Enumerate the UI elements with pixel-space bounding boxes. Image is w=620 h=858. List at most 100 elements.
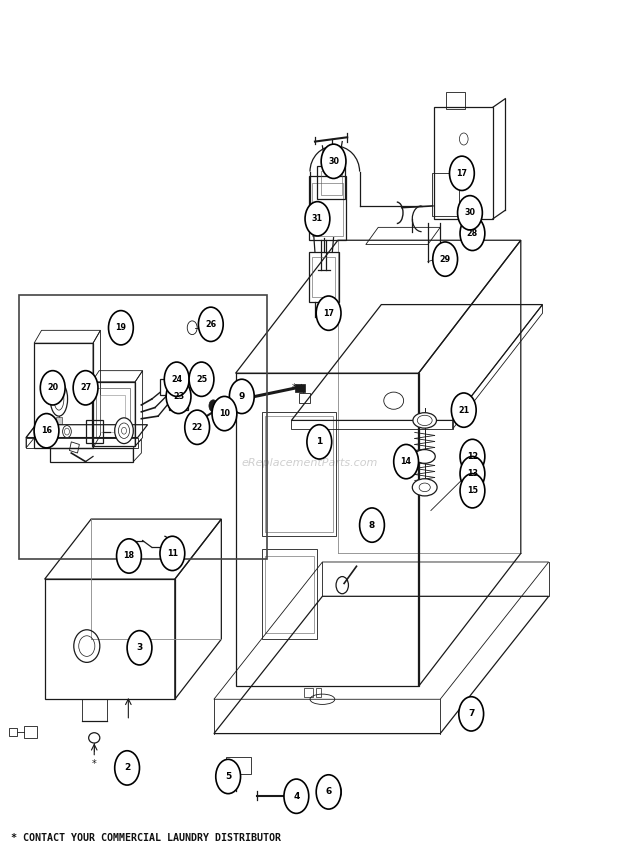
Circle shape [216,759,241,794]
Text: 4: 4 [293,792,299,801]
Text: 6: 6 [326,788,332,796]
Circle shape [127,631,152,665]
Bar [100,395,125,432]
Circle shape [305,202,330,236]
Text: *: * [292,383,297,393]
Bar [160,379,174,395]
Circle shape [459,697,484,731]
Circle shape [460,456,485,491]
Circle shape [185,410,210,444]
Circle shape [316,296,341,330]
Bar [434,107,493,219]
Bar [309,252,339,302]
Bar [312,257,335,297]
Text: 11: 11 [167,549,178,558]
Circle shape [212,396,237,431]
Text: 31: 31 [312,214,323,223]
Bar [316,688,321,697]
Circle shape [458,196,482,230]
Text: 22: 22 [192,423,203,432]
Text: 13: 13 [467,469,478,478]
Circle shape [115,751,140,785]
Circle shape [73,371,98,405]
Bar [262,549,317,639]
Text: * CONTACT YOUR COMMERCIAL LAUNDRY DISTRIBUTOR: * CONTACT YOUR COMMERCIAL LAUNDRY DISTRI… [11,832,281,843]
Text: 25: 25 [196,375,207,384]
Bar [9,728,17,736]
Circle shape [198,307,223,341]
Text: 17: 17 [323,309,334,317]
Text: 12: 12 [467,452,478,461]
Text: 2: 2 [124,764,130,772]
Bar [265,556,314,633]
Circle shape [460,439,485,474]
Circle shape [284,779,309,813]
Ellipse shape [89,733,100,743]
Text: 29: 29 [440,255,451,263]
Circle shape [117,539,141,573]
Ellipse shape [38,423,51,438]
Bar [317,166,345,199]
Text: 23: 23 [173,392,184,401]
Circle shape [460,216,485,251]
Bar [299,393,310,403]
Circle shape [307,425,332,459]
Text: *: * [92,758,97,769]
Text: 5: 5 [225,772,231,781]
Bar [304,688,313,697]
Text: 1: 1 [316,438,322,446]
Bar [295,384,305,392]
Bar [24,726,37,738]
Circle shape [451,393,476,427]
Bar [203,323,215,331]
Text: 26: 26 [205,320,216,329]
Text: 18: 18 [123,552,135,560]
Bar [86,420,103,443]
Text: 3: 3 [136,644,143,652]
Text: 30: 30 [328,157,339,166]
Circle shape [108,311,133,345]
Circle shape [209,400,218,412]
Bar [56,417,62,424]
Text: eReplacementParts.com: eReplacementParts.com [242,458,378,468]
Bar [169,390,188,410]
Ellipse shape [412,479,437,496]
Circle shape [229,379,254,414]
Bar [312,183,343,236]
Text: 14: 14 [401,457,412,466]
Text: 21: 21 [458,406,469,414]
Circle shape [321,144,346,178]
Text: 16: 16 [41,426,52,435]
Text: 28: 28 [467,229,478,238]
Circle shape [394,444,418,479]
Circle shape [160,536,185,571]
Text: 30: 30 [464,208,476,217]
Circle shape [433,242,458,276]
Text: 15: 15 [467,486,478,495]
Bar [446,92,465,109]
Ellipse shape [413,413,436,428]
Bar [309,176,346,240]
Circle shape [316,775,341,809]
Bar [171,393,185,407]
Circle shape [360,508,384,542]
Ellipse shape [115,418,133,444]
Circle shape [166,379,191,414]
Text: 20: 20 [47,384,58,392]
Text: 24: 24 [171,375,182,384]
Circle shape [189,362,214,396]
Circle shape [164,362,189,396]
Bar [262,412,336,536]
Ellipse shape [63,426,71,438]
Bar [96,388,130,438]
Ellipse shape [50,382,68,416]
Text: 10: 10 [219,409,230,418]
Text: 27: 27 [80,384,91,392]
Bar [321,171,342,195]
Circle shape [450,156,474,190]
Text: 8: 8 [369,521,375,529]
Bar [265,416,333,532]
Circle shape [34,414,59,448]
Text: 7: 7 [468,710,474,718]
Bar [468,469,482,485]
